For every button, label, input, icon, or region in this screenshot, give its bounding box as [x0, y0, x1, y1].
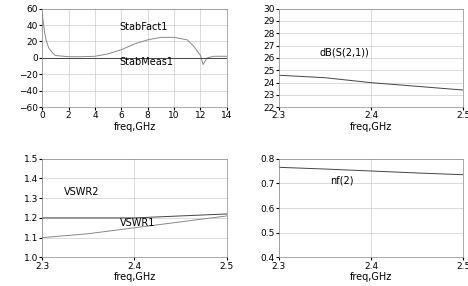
Text: StabFact1: StabFact1 [120, 22, 168, 32]
X-axis label: freq,GHz: freq,GHz [350, 272, 392, 282]
Text: VSWR2: VSWR2 [64, 187, 100, 197]
X-axis label: freq,GHz: freq,GHz [113, 272, 156, 282]
X-axis label: freq,GHz: freq,GHz [113, 122, 156, 132]
Text: VSWR1: VSWR1 [120, 218, 155, 228]
X-axis label: freq,GHz: freq,GHz [350, 122, 392, 132]
Text: dB(S(2,1)): dB(S(2,1)) [319, 48, 369, 58]
Text: StabMeas1: StabMeas1 [120, 57, 174, 67]
Text: nf(2): nf(2) [330, 175, 354, 185]
